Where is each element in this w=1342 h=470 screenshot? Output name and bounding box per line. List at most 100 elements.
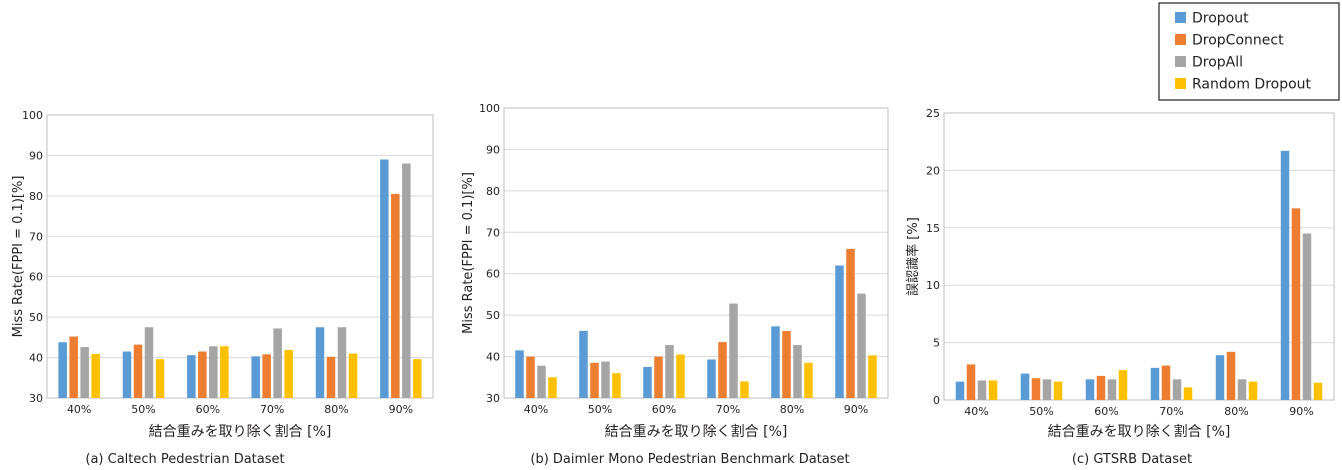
chart-1: 30 40 50 60 70 80 90 100 40% 50% 60% 70% 80% 90% 結合重みを… xyxy=(11,109,434,467)
x-tick-label: 70% xyxy=(260,403,284,416)
bar xyxy=(1161,365,1171,400)
bar xyxy=(740,381,749,398)
bar xyxy=(315,327,325,398)
bar xyxy=(718,342,727,398)
y-tick-label: 30 xyxy=(486,392,500,405)
y-tick-label: 20 xyxy=(926,164,940,177)
bar xyxy=(413,359,422,398)
bar xyxy=(537,365,546,398)
y-tick-label: 70 xyxy=(486,226,500,239)
legend-swatch xyxy=(1175,56,1186,67)
y-tick-label: 60 xyxy=(29,271,43,284)
bar xyxy=(187,355,196,398)
y-tick-label: 80 xyxy=(486,185,500,198)
bar xyxy=(91,353,100,398)
y-tick-label: 90 xyxy=(29,149,43,162)
plot-frame xyxy=(943,112,1335,401)
y-tick-label: 100 xyxy=(479,102,500,115)
bar xyxy=(857,293,866,398)
bar xyxy=(1280,150,1290,400)
bar xyxy=(198,351,207,398)
bar xyxy=(133,344,143,398)
y-tick-label: 50 xyxy=(486,309,500,322)
bar xyxy=(868,355,877,398)
bar xyxy=(988,380,998,400)
x-tick-label: 40% xyxy=(67,403,91,416)
legend-label: DropConnect xyxy=(1192,33,1284,49)
bar xyxy=(515,350,524,398)
bar xyxy=(601,361,610,398)
y-tick-label: 60 xyxy=(486,268,500,281)
bar xyxy=(1042,379,1052,400)
legend-label: Random Dropout xyxy=(1192,77,1312,93)
bar xyxy=(526,356,535,398)
bar xyxy=(380,159,389,398)
bar xyxy=(1248,381,1258,400)
legend-label: Dropout xyxy=(1192,11,1249,27)
legend-box xyxy=(1158,2,1340,101)
legend-swatch xyxy=(1175,12,1186,23)
y-tick-label: 70 xyxy=(29,230,43,243)
plot-frame xyxy=(503,107,889,399)
bar xyxy=(1215,355,1225,400)
bar xyxy=(590,362,599,398)
bar xyxy=(846,248,855,398)
y-tick-label: 40 xyxy=(29,352,43,365)
y-tick-label: 15 xyxy=(926,222,940,235)
chart-2: 30 40 50 60 70 80 90 100 40% 50% 60% 70% 80% 90% 結合重みを… xyxy=(461,102,889,467)
x-tick-label: 90% xyxy=(389,403,413,416)
bar xyxy=(1118,370,1128,400)
y-tick-label: 10 xyxy=(926,279,940,292)
bar xyxy=(1020,373,1030,400)
bar xyxy=(337,327,347,398)
x-tick-label: 70% xyxy=(716,403,740,416)
x-axis-label: 結合重みを取り除く割合 [%] xyxy=(149,423,332,440)
chart-caption: (b) Daimler Mono Pedestrian Benchmark Da… xyxy=(530,452,849,467)
y-tick-label: 50 xyxy=(29,311,43,324)
x-tick-label: 60% xyxy=(1094,405,1118,418)
legend-swatch xyxy=(1175,34,1186,45)
x-tick-label: 40% xyxy=(964,405,988,418)
y-axis-label: 誤認識率 [%] xyxy=(905,217,921,296)
bar xyxy=(676,354,685,398)
x-tick-label: 80% xyxy=(780,403,804,416)
bar xyxy=(643,366,652,398)
bar xyxy=(262,354,271,398)
bar xyxy=(966,364,976,400)
bar xyxy=(835,265,844,398)
bar xyxy=(284,349,293,398)
bar xyxy=(1302,233,1312,400)
bar xyxy=(955,381,965,400)
bar xyxy=(707,359,716,398)
bar xyxy=(1096,375,1106,400)
x-tick-label: 50% xyxy=(588,403,612,416)
bar xyxy=(771,326,780,398)
chart-caption: (c) GTSRB Dataset xyxy=(1072,452,1192,467)
bar xyxy=(402,163,411,398)
x-tick-label: 80% xyxy=(1224,405,1248,418)
x-axis-label: 結合重みを取り除く割合 [%] xyxy=(1048,423,1231,440)
y-axis-label: Miss Rate(FPPI = 0.1)[%] xyxy=(461,172,476,334)
bar xyxy=(209,346,218,398)
bar xyxy=(804,362,813,398)
chart-3: 0 5 10 15 20 25 40% 50% 60% 70% 80% 90% 結合重みを取り除く割合 … xyxy=(905,107,1335,467)
bar xyxy=(1183,387,1193,400)
bar xyxy=(58,342,67,398)
bar xyxy=(654,356,663,398)
bar xyxy=(273,328,282,398)
bar xyxy=(579,330,588,398)
bar xyxy=(1291,208,1301,400)
bar xyxy=(1150,367,1160,400)
x-tick-label: 40% xyxy=(524,403,548,416)
y-axis-label: Miss Rate(FPPI = 0.1)[%] xyxy=(11,176,26,338)
bar xyxy=(612,373,621,398)
bar xyxy=(69,336,78,398)
bar xyxy=(1107,379,1117,400)
bar xyxy=(1237,379,1247,400)
bar xyxy=(793,344,802,398)
bar xyxy=(391,193,400,398)
y-tick-label: 90 xyxy=(486,143,500,156)
bar xyxy=(348,353,358,398)
legend-label: DropAll xyxy=(1192,55,1243,71)
